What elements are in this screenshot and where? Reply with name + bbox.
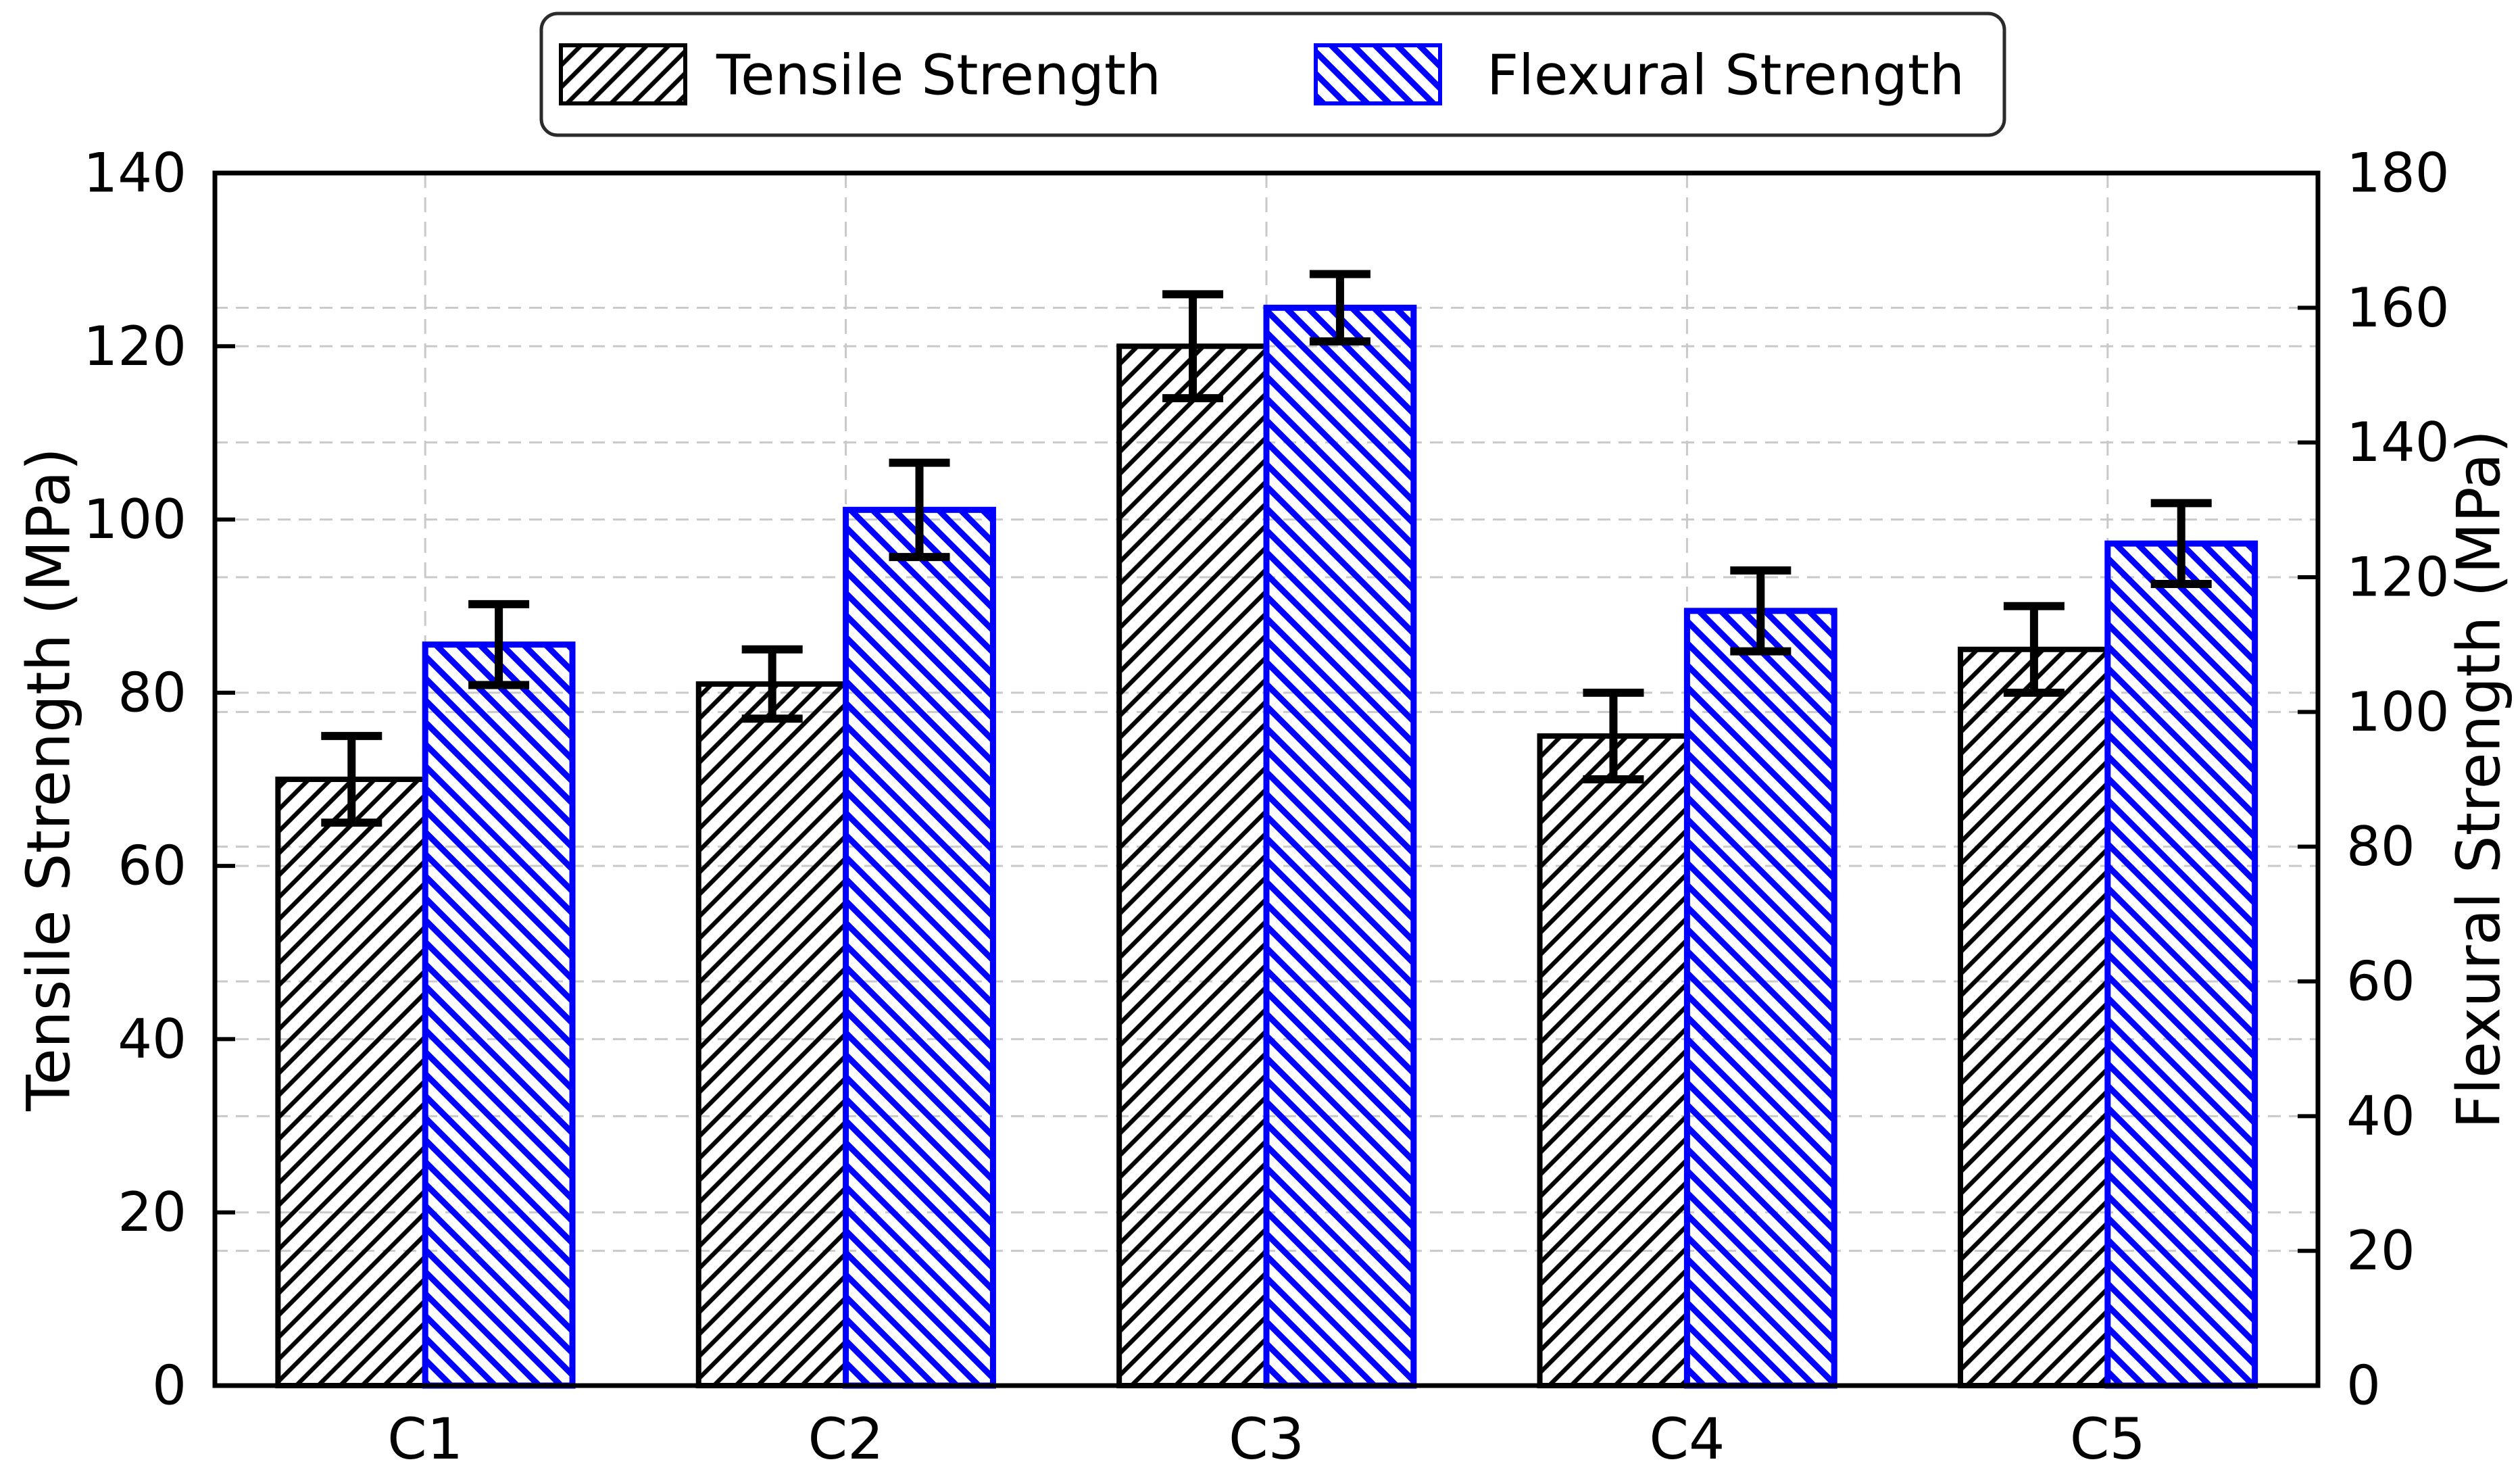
- left-axis-title: Tensile Strength (MPa): [14, 447, 84, 1112]
- right-tick-label-40: 40: [2346, 1085, 2415, 1148]
- right-tick-label-100: 100: [2346, 681, 2450, 743]
- bar-tensile-strength-c3: [1116, 343, 1270, 1388]
- bar-tensile-strength-c1: [275, 777, 428, 1388]
- bar-flexural-strength-c5: [2104, 540, 2258, 1389]
- left-tick-label-100: 100: [83, 488, 187, 551]
- left-tick-label-60: 60: [118, 835, 187, 898]
- bar-tensile-strength-c5: [1957, 646, 2110, 1388]
- left-tick-label-20: 20: [118, 1181, 187, 1244]
- xtick-label-c4: C4: [1649, 1406, 1725, 1464]
- left-tick-label-0: 0: [152, 1355, 187, 1417]
- right-tick-label-180: 180: [2346, 142, 2450, 205]
- left-tick-label-80: 80: [118, 661, 187, 724]
- left-tick-label-40: 40: [118, 1008, 187, 1071]
- xtick-label-c5: C5: [2070, 1406, 2146, 1464]
- bar-flexural-strength-c1: [422, 641, 576, 1389]
- left-tick-label-140: 140: [83, 142, 187, 205]
- legend-label-tensile-strength: Tensile Strength: [716, 44, 1161, 108]
- right-tick-label-80: 80: [2346, 815, 2415, 878]
- legend-box: [539, 11, 2006, 137]
- legend-swatch-tensile-strength: [559, 43, 687, 105]
- left-tick-label-120: 120: [83, 315, 187, 378]
- right-tick-label-120: 120: [2346, 546, 2450, 609]
- plot-border: [212, 170, 2321, 1388]
- bar-flexural-strength-c4: [1683, 608, 1837, 1389]
- bar-tensile-strength-c4: [1537, 733, 1690, 1388]
- bar-flexural-strength-c3: [1263, 304, 1417, 1389]
- right-axis-title: Flexural Strength (MPa): [2444, 430, 2514, 1129]
- xtick-label-c1: C1: [387, 1406, 463, 1464]
- right-tick-label-0: 0: [2346, 1355, 2381, 1417]
- bar-flexural-strength-c2: [843, 506, 996, 1389]
- legend-swatch-flexural-strength: [1314, 43, 1442, 105]
- right-tick-label-60: 60: [2346, 950, 2415, 1013]
- xtick-label-c3: C3: [1229, 1406, 1304, 1464]
- bar-tensile-strength-c2: [695, 681, 849, 1388]
- xtick-label-c2: C2: [808, 1406, 884, 1464]
- right-tick-label-140: 140: [2346, 411, 2450, 474]
- legend-label-flexural-strength: Flexural Strength: [1487, 44, 1965, 108]
- right-tick-label-160: 160: [2346, 276, 2450, 339]
- right-tick-label-20: 20: [2346, 1219, 2415, 1282]
